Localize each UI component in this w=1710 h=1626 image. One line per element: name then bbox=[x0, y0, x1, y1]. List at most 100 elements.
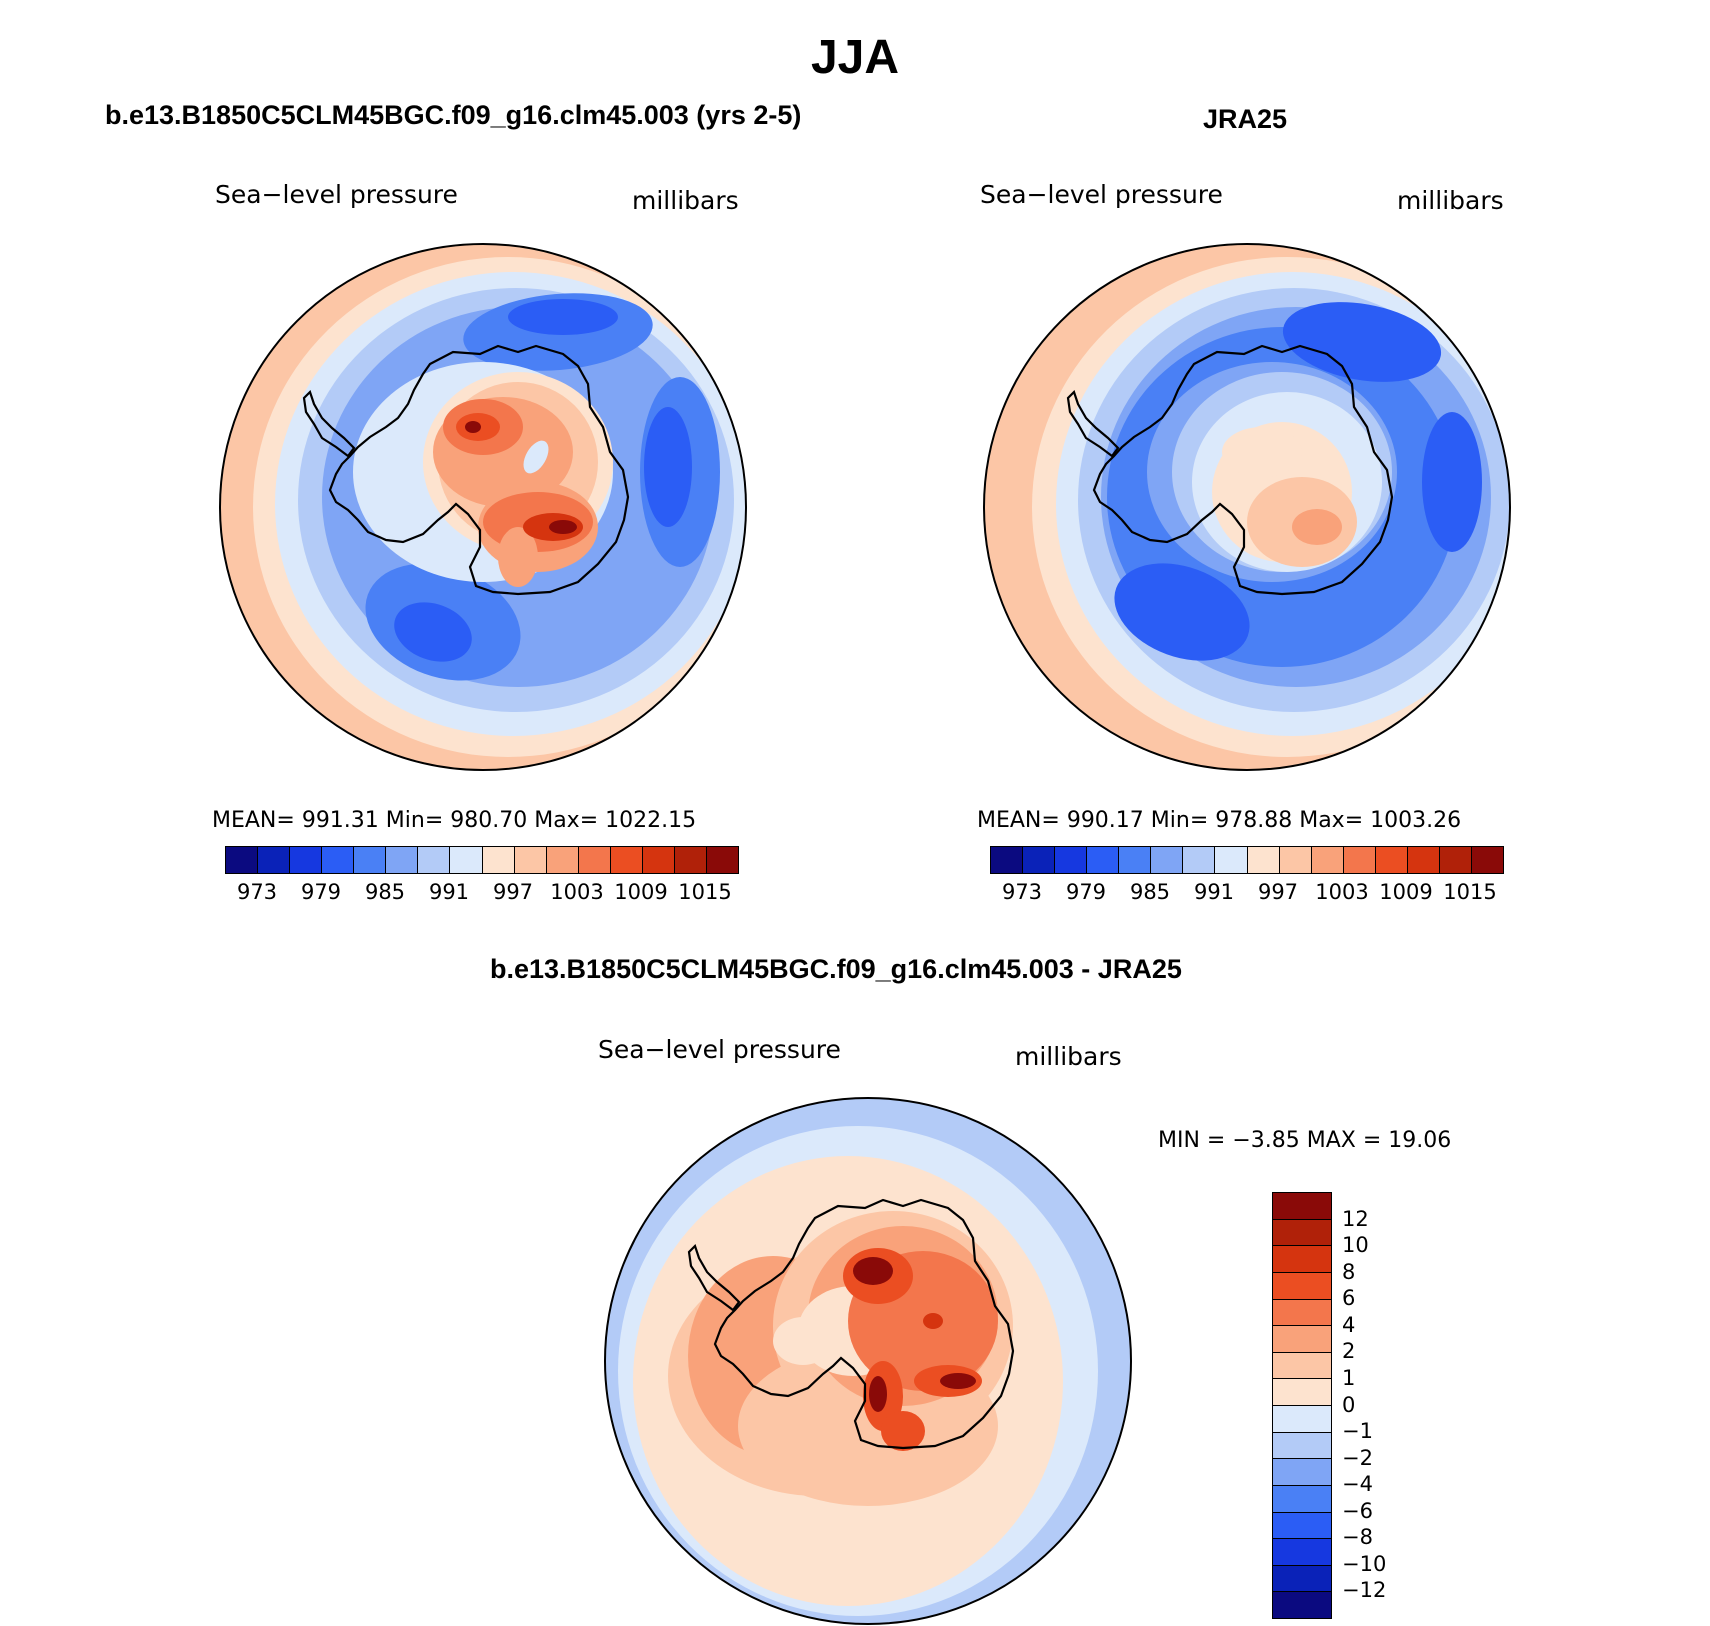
colorbar-swatch bbox=[258, 847, 291, 873]
colorbar-tick-label: 997 bbox=[1257, 880, 1299, 904]
colorbar-tick-label: 991 bbox=[1193, 880, 1235, 904]
colorbar-swatch bbox=[450, 847, 483, 873]
colorbar-tick-label: 997 bbox=[492, 880, 534, 904]
model-stats: MEAN= 991.31 Min= 980.70 Max= 1022.15 bbox=[212, 808, 697, 833]
contour-fill bbox=[940, 1373, 976, 1389]
colorbar-swatch bbox=[546, 847, 579, 873]
colorbar-tick-label: 1009 bbox=[614, 880, 668, 904]
obs-stats: MEAN= 990.17 Min= 978.88 Max= 1003.26 bbox=[977, 808, 1462, 833]
colorbar-tick-label: 985 bbox=[364, 880, 406, 904]
coastline bbox=[302, 389, 356, 458]
colorbar-swatch bbox=[290, 847, 323, 873]
colorbar-swatch bbox=[1273, 1352, 1331, 1380]
colorbar-tick-label: 973 bbox=[236, 880, 278, 904]
contour-fill bbox=[923, 1313, 943, 1329]
colorbar-swatch bbox=[1273, 1219, 1331, 1247]
map-boundary bbox=[219, 243, 747, 771]
obs-colorbar-ticks: 973 979 985 991 997 1003 1009 1015 bbox=[990, 880, 1502, 908]
colorbar-swatch bbox=[1151, 847, 1184, 873]
colorbar-tick-label: 1015 bbox=[1443, 880, 1497, 904]
contour-fill bbox=[1114, 563, 1250, 661]
colorbar-swatch bbox=[1273, 1193, 1331, 1220]
obs-colorbar bbox=[990, 846, 1504, 874]
model-polar-map bbox=[219, 243, 747, 771]
model-variable-label: Sea−level pressure bbox=[215, 180, 458, 209]
obs-variable-label: Sea−level pressure bbox=[980, 180, 1223, 209]
colorbar-swatch bbox=[1273, 1459, 1331, 1486]
colorbar-swatch bbox=[1311, 847, 1344, 873]
colorbar-swatch bbox=[706, 847, 738, 873]
colorbar-swatch bbox=[322, 847, 355, 873]
map-boundary bbox=[983, 243, 1511, 771]
colorbar-tick-label: 979 bbox=[300, 880, 342, 904]
colorbar-tick-label: 1003 bbox=[550, 880, 604, 904]
main-title: JJA bbox=[810, 31, 900, 84]
colorbar-tick-label: 2 bbox=[1342, 1339, 1356, 1364]
colorbar-swatch bbox=[1279, 847, 1312, 873]
coastline bbox=[328, 344, 630, 596]
diff-variable-label: Sea−level pressure bbox=[598, 1035, 841, 1064]
colorbar-tick-label: 6 bbox=[1342, 1286, 1356, 1311]
colorbar-swatch bbox=[226, 847, 259, 873]
contour-fill bbox=[644, 407, 692, 527]
colorbar-swatch bbox=[386, 847, 419, 873]
colorbar-tick-label: 979 bbox=[1065, 880, 1107, 904]
contour-fill bbox=[1222, 427, 1302, 477]
colorbar-swatch bbox=[991, 847, 1024, 873]
model-colorbar bbox=[225, 846, 739, 874]
colorbar-swatch bbox=[1273, 1485, 1331, 1513]
contour-fill bbox=[465, 421, 481, 433]
colorbar-tick-label: 8 bbox=[1342, 1259, 1356, 1284]
colorbar-swatch bbox=[1407, 847, 1440, 873]
colorbar-swatch bbox=[1273, 1326, 1331, 1353]
colorbar-swatch bbox=[1023, 847, 1056, 873]
contour-fill bbox=[1282, 302, 1442, 382]
colorbar-swatch bbox=[1273, 1539, 1331, 1566]
colorbar-swatch bbox=[1273, 1272, 1331, 1300]
colorbar-tick-label: 1015 bbox=[678, 880, 732, 904]
coastline bbox=[1092, 344, 1394, 596]
diff-stats: MIN = −3.85 MAX = 19.06 bbox=[1158, 1128, 1452, 1153]
contour-fill bbox=[498, 527, 538, 587]
colorbar-tick-label: −10 bbox=[1342, 1551, 1387, 1576]
colorbar-swatch bbox=[1119, 847, 1152, 873]
coastline bbox=[687, 1243, 741, 1312]
colorbar-tick-label: 1 bbox=[1342, 1365, 1356, 1390]
colorbar-swatch bbox=[1087, 847, 1120, 873]
colorbar-tick-label: −6 bbox=[1342, 1498, 1373, 1523]
colorbar-swatch bbox=[1183, 847, 1216, 873]
colorbar-swatch bbox=[1343, 847, 1376, 873]
contour-fill bbox=[523, 440, 549, 474]
obs-units-label: millibars bbox=[1397, 186, 1504, 215]
colorbar-swatch bbox=[1273, 1299, 1331, 1327]
coastline bbox=[713, 1198, 1015, 1450]
colorbar-tick-label: 985 bbox=[1129, 880, 1171, 904]
colorbar-swatch bbox=[1439, 847, 1472, 873]
colorbar-tick-label: 973 bbox=[1001, 880, 1043, 904]
obs-polar-map bbox=[983, 243, 1511, 771]
colorbar-tick-label: −8 bbox=[1342, 1525, 1373, 1550]
colorbar-swatch bbox=[1273, 1246, 1331, 1273]
colorbar-tick-label: 991 bbox=[428, 880, 470, 904]
colorbar-tick-label: −1 bbox=[1342, 1419, 1373, 1444]
contour-fill bbox=[549, 520, 577, 534]
colorbar-tick-label: 1003 bbox=[1315, 880, 1369, 904]
diff-colorbar bbox=[1272, 1192, 1332, 1619]
colorbar-swatch bbox=[1471, 847, 1503, 873]
colorbar-swatch bbox=[1247, 847, 1280, 873]
contour-fill bbox=[773, 1317, 833, 1365]
colorbar-swatch bbox=[674, 847, 707, 873]
colorbar-swatch bbox=[1055, 847, 1088, 873]
contour-fill bbox=[508, 299, 618, 335]
colorbar-tick-label: 1009 bbox=[1379, 880, 1433, 904]
colorbar-swatch bbox=[514, 847, 547, 873]
coastline bbox=[1066, 389, 1120, 458]
colorbar-tick-label: 10 bbox=[1342, 1233, 1369, 1258]
model-panel-title: b.e13.B1850C5CLM45BGC.f09_g16.clm45.003 … bbox=[105, 100, 802, 130]
contour-fill bbox=[853, 1257, 893, 1285]
colorbar-swatch bbox=[1273, 1406, 1331, 1433]
colorbar-swatch bbox=[610, 847, 643, 873]
colorbar-tick-label: −4 bbox=[1342, 1472, 1373, 1497]
diff-units-label: millibars bbox=[1015, 1042, 1122, 1071]
contour-fill bbox=[881, 1411, 925, 1451]
